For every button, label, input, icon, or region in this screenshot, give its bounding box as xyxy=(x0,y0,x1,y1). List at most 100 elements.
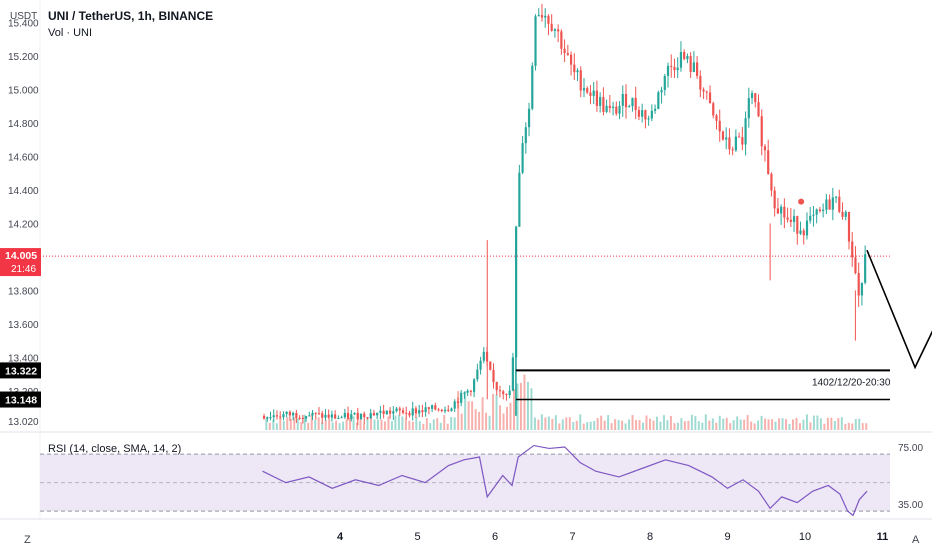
candle-body xyxy=(376,412,379,416)
candle-body xyxy=(398,408,401,411)
candle-body xyxy=(304,416,308,419)
volume-bar xyxy=(645,415,648,430)
volume-bar xyxy=(572,421,575,430)
rsi-line xyxy=(262,444,868,517)
volume-bar xyxy=(279,418,282,430)
candle-body xyxy=(822,209,825,212)
rsi-legend: RSI (14, close, SMA, 14, 2) xyxy=(48,443,181,455)
volume-bar xyxy=(446,423,449,430)
volume-bar xyxy=(492,393,495,430)
volume-bar xyxy=(366,417,369,430)
candle-body xyxy=(563,48,566,54)
candle-body xyxy=(544,15,547,18)
candle-body xyxy=(405,412,408,414)
candle-body xyxy=(527,108,531,128)
chart-header: UNI / TetherUS, 1h, BINANCE Vol · UNI xyxy=(48,8,213,42)
volume-bar xyxy=(732,420,735,430)
candle-body xyxy=(683,51,686,60)
candle-body xyxy=(424,407,427,413)
volume-legend[interactable]: Vol · UNI xyxy=(48,27,93,39)
volume-bar xyxy=(533,417,536,430)
candle-body xyxy=(392,411,395,414)
volume-bar xyxy=(851,423,854,430)
volume-bar xyxy=(363,423,366,430)
candle-body xyxy=(560,31,563,49)
volume-bar xyxy=(788,423,791,430)
volume-bar xyxy=(743,419,746,430)
candle-body xyxy=(440,409,443,412)
candle-body xyxy=(618,105,621,114)
candle-body xyxy=(760,116,763,147)
candle-body xyxy=(841,211,844,217)
candle-body xyxy=(670,65,673,67)
candle-body xyxy=(479,360,482,370)
candle-body xyxy=(705,91,708,93)
candle-body xyxy=(608,105,611,108)
auto-scale-icon[interactable]: A xyxy=(912,534,920,546)
volume-bar xyxy=(453,417,456,430)
volume-bar xyxy=(467,401,470,430)
candle-body xyxy=(363,413,366,418)
candle-body xyxy=(825,199,828,210)
chart-title[interactable]: UNI / TetherUS, 1h, BINANCE xyxy=(48,9,214,23)
candle-body xyxy=(343,412,346,418)
candle-body xyxy=(379,410,382,413)
volume-bar xyxy=(812,415,815,430)
candle-body xyxy=(408,412,411,416)
volume-bar xyxy=(649,418,651,430)
candle-body xyxy=(369,413,372,419)
candle-body xyxy=(337,417,340,419)
candle-body xyxy=(634,97,637,111)
candle-body xyxy=(641,110,644,117)
candle-body xyxy=(272,415,275,418)
volume-bar xyxy=(600,415,603,430)
volume-bar xyxy=(380,419,383,430)
candle-body xyxy=(573,64,576,73)
candle-body xyxy=(754,93,757,103)
y-tick-label: 13.800 xyxy=(8,286,39,297)
volume-bar xyxy=(823,423,826,430)
candle-body xyxy=(298,417,301,419)
y-tick-label: 14.200 xyxy=(8,219,39,230)
volume-bar xyxy=(460,413,463,430)
timezone-icon[interactable]: Z xyxy=(24,534,31,546)
volume-bar xyxy=(502,413,505,430)
candle-body xyxy=(696,62,699,76)
candle-body xyxy=(550,23,553,31)
level-annotation: 1402/12/20-20:30 xyxy=(812,377,891,388)
candle-body xyxy=(418,410,421,414)
volume-bar xyxy=(596,418,599,430)
volume-bar xyxy=(582,423,585,430)
candle-body xyxy=(524,127,527,144)
candle-body xyxy=(489,361,492,370)
candle-body xyxy=(676,67,679,71)
volume-bar xyxy=(819,418,822,430)
volume-bar xyxy=(676,422,679,430)
candles xyxy=(262,4,867,426)
volume-bar xyxy=(617,419,620,430)
candle-body xyxy=(789,219,792,223)
candle-body xyxy=(482,351,485,361)
volume-bar xyxy=(833,421,836,430)
volume-bar xyxy=(680,418,683,430)
volume-bar xyxy=(275,423,278,430)
volume-bar xyxy=(495,394,498,430)
rsi-tick-label: 35.00 xyxy=(898,500,923,511)
level-price-label: 13.148 xyxy=(5,395,37,407)
volume-bar xyxy=(659,421,662,430)
candle-body xyxy=(324,414,327,418)
volume-bar xyxy=(840,417,843,430)
volume-bar xyxy=(729,423,732,430)
candle-body xyxy=(780,206,783,214)
volume-bar xyxy=(854,419,857,430)
candle-body xyxy=(650,110,653,119)
volume-bar xyxy=(547,416,550,430)
candle-body xyxy=(792,216,796,223)
candle-body xyxy=(353,412,356,415)
volume-bar xyxy=(718,415,721,430)
candle-body xyxy=(285,411,288,415)
volume-bar xyxy=(554,415,557,430)
candle-body xyxy=(725,137,728,140)
